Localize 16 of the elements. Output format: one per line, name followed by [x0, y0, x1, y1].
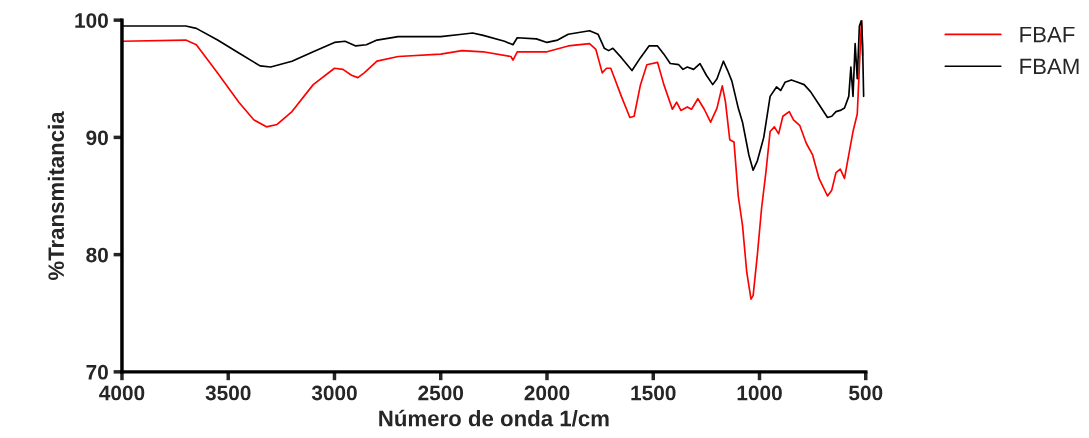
legend-label: FBAM [1020, 58, 1079, 75]
y-tick-label: 90 [86, 130, 108, 146]
y-tick-label: 80 [86, 247, 108, 263]
y-axis-title: %Transmitancia [47, 111, 65, 281]
y-tick-label: 70 [86, 364, 108, 380]
x-tick-label: 500 [849, 385, 883, 401]
x-tick-label: 4000 [99, 385, 145, 401]
x-tick-label: 1000 [737, 385, 782, 401]
x-axis-title: Número de onda 1/cm [379, 409, 609, 427]
x-tick-label: 2500 [418, 385, 464, 401]
x-tick-label: 3000 [311, 385, 357, 401]
y-tick-label: 100 [75, 13, 108, 28]
legend-label: FBAF [1020, 26, 1075, 43]
x-tick-label: 3500 [205, 385, 251, 401]
x-tick-label: 1500 [631, 385, 676, 401]
x-tick-label: 2000 [524, 385, 570, 401]
